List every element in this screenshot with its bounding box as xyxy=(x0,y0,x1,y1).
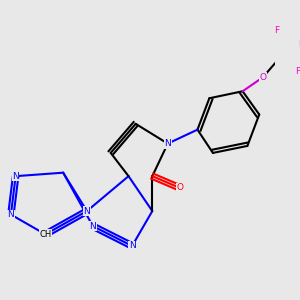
Text: N: N xyxy=(84,207,90,216)
Text: O: O xyxy=(259,73,266,82)
Text: N: N xyxy=(164,139,171,148)
Text: O: O xyxy=(176,183,183,192)
Text: N: N xyxy=(89,222,96,231)
Text: F: F xyxy=(298,40,300,49)
Text: N: N xyxy=(129,242,136,250)
Text: N: N xyxy=(8,210,14,219)
Text: F: F xyxy=(274,26,280,35)
Text: N: N xyxy=(12,172,19,181)
Text: CH: CH xyxy=(39,230,52,239)
Text: F: F xyxy=(295,67,300,76)
